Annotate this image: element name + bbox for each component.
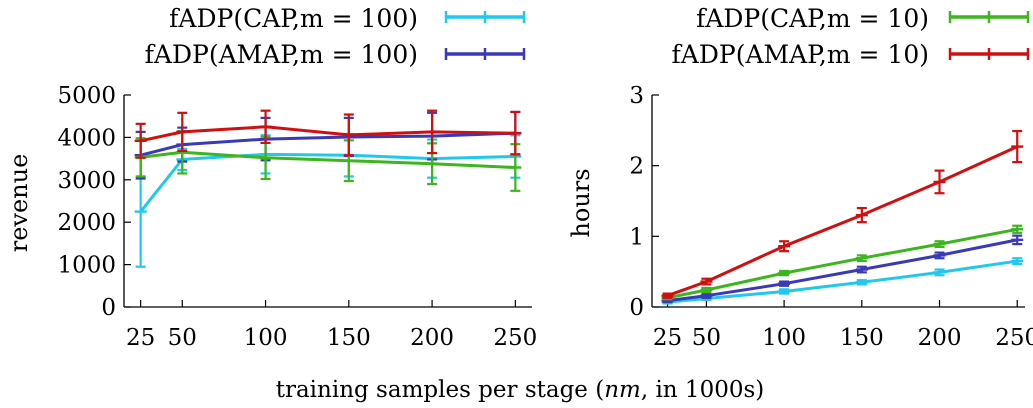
x-tick-label: 25 — [653, 325, 682, 351]
legend-swatch-amap10 — [948, 48, 1030, 60]
x-tick-label: 200 — [918, 325, 962, 351]
x-tick-label: 150 — [327, 325, 371, 351]
series-line — [140, 125, 516, 143]
series-amap100 — [661, 234, 1024, 304]
y-axis-title-hours: hours — [567, 168, 595, 237]
series-line — [666, 145, 1018, 298]
series-line — [667, 259, 1018, 304]
chart-hours: 0 1 2 3 25 50 100 150 200 250 — [629, 83, 1033, 351]
y-tick-label: 3 — [629, 83, 644, 109]
series-line — [140, 131, 516, 157]
x-tick-label: 100 — [762, 325, 806, 351]
y-tick-label: 2 — [629, 154, 644, 180]
series-cap10 — [134, 129, 522, 192]
series-amap100 — [134, 110, 522, 180]
series-amap10 — [134, 109, 522, 159]
legend-left: fADP(CAP,m = 100) fADP(AMAP,m = 100) — [145, 4, 526, 69]
y-tick-label: 4000 — [57, 125, 116, 151]
x-tick-label: 50 — [168, 325, 197, 351]
legend-swatch-cap100 — [444, 11, 526, 23]
legend-right: fADP(CAP,m = 10) fADP(AMAP,m = 10) — [672, 4, 1030, 69]
y-tick-label: 0 — [629, 295, 644, 321]
y-tick-label: 0 — [101, 295, 116, 321]
series-line — [139, 152, 516, 213]
x-tick-label: 200 — [410, 325, 454, 351]
x-tick-label: 250 — [493, 325, 537, 351]
x-tick-label: 150 — [840, 325, 884, 351]
series-cap100 — [661, 257, 1024, 305]
series-cap10 — [661, 224, 1024, 301]
series-line — [667, 227, 1018, 300]
x-tick-label: 25 — [126, 325, 155, 351]
series-line — [140, 150, 516, 169]
y-tick-label: 5000 — [57, 83, 116, 109]
legend-swatch-cap10 — [948, 11, 1030, 23]
y-tick-label: 1 — [629, 224, 644, 250]
legend-label-amap100: fADP(AMAP,m = 100) — [145, 40, 418, 69]
series-amap10 — [661, 129, 1024, 299]
legend-swatch-amap100 — [444, 48, 526, 60]
y-axis-title-revenue: revenue — [5, 154, 33, 253]
x-tick-label: 250 — [995, 325, 1033, 351]
x-tick-label: 100 — [244, 325, 288, 351]
legend-label-amap10: fADP(AMAP,m = 10) — [672, 40, 929, 69]
legend-label-cap10: fADP(CAP,m = 10) — [696, 4, 929, 33]
x-axis-title: training samples per stage (nm, in 1000s… — [276, 377, 765, 403]
legend-label-cap100: fADP(CAP,m = 100) — [169, 4, 418, 33]
y-tick-label: 2000 — [57, 210, 116, 236]
series-line — [667, 238, 1018, 303]
x-tick-label: 50 — [692, 325, 721, 351]
y-tick-label: 1000 — [57, 253, 116, 279]
y-tick-label: 3000 — [57, 168, 116, 194]
